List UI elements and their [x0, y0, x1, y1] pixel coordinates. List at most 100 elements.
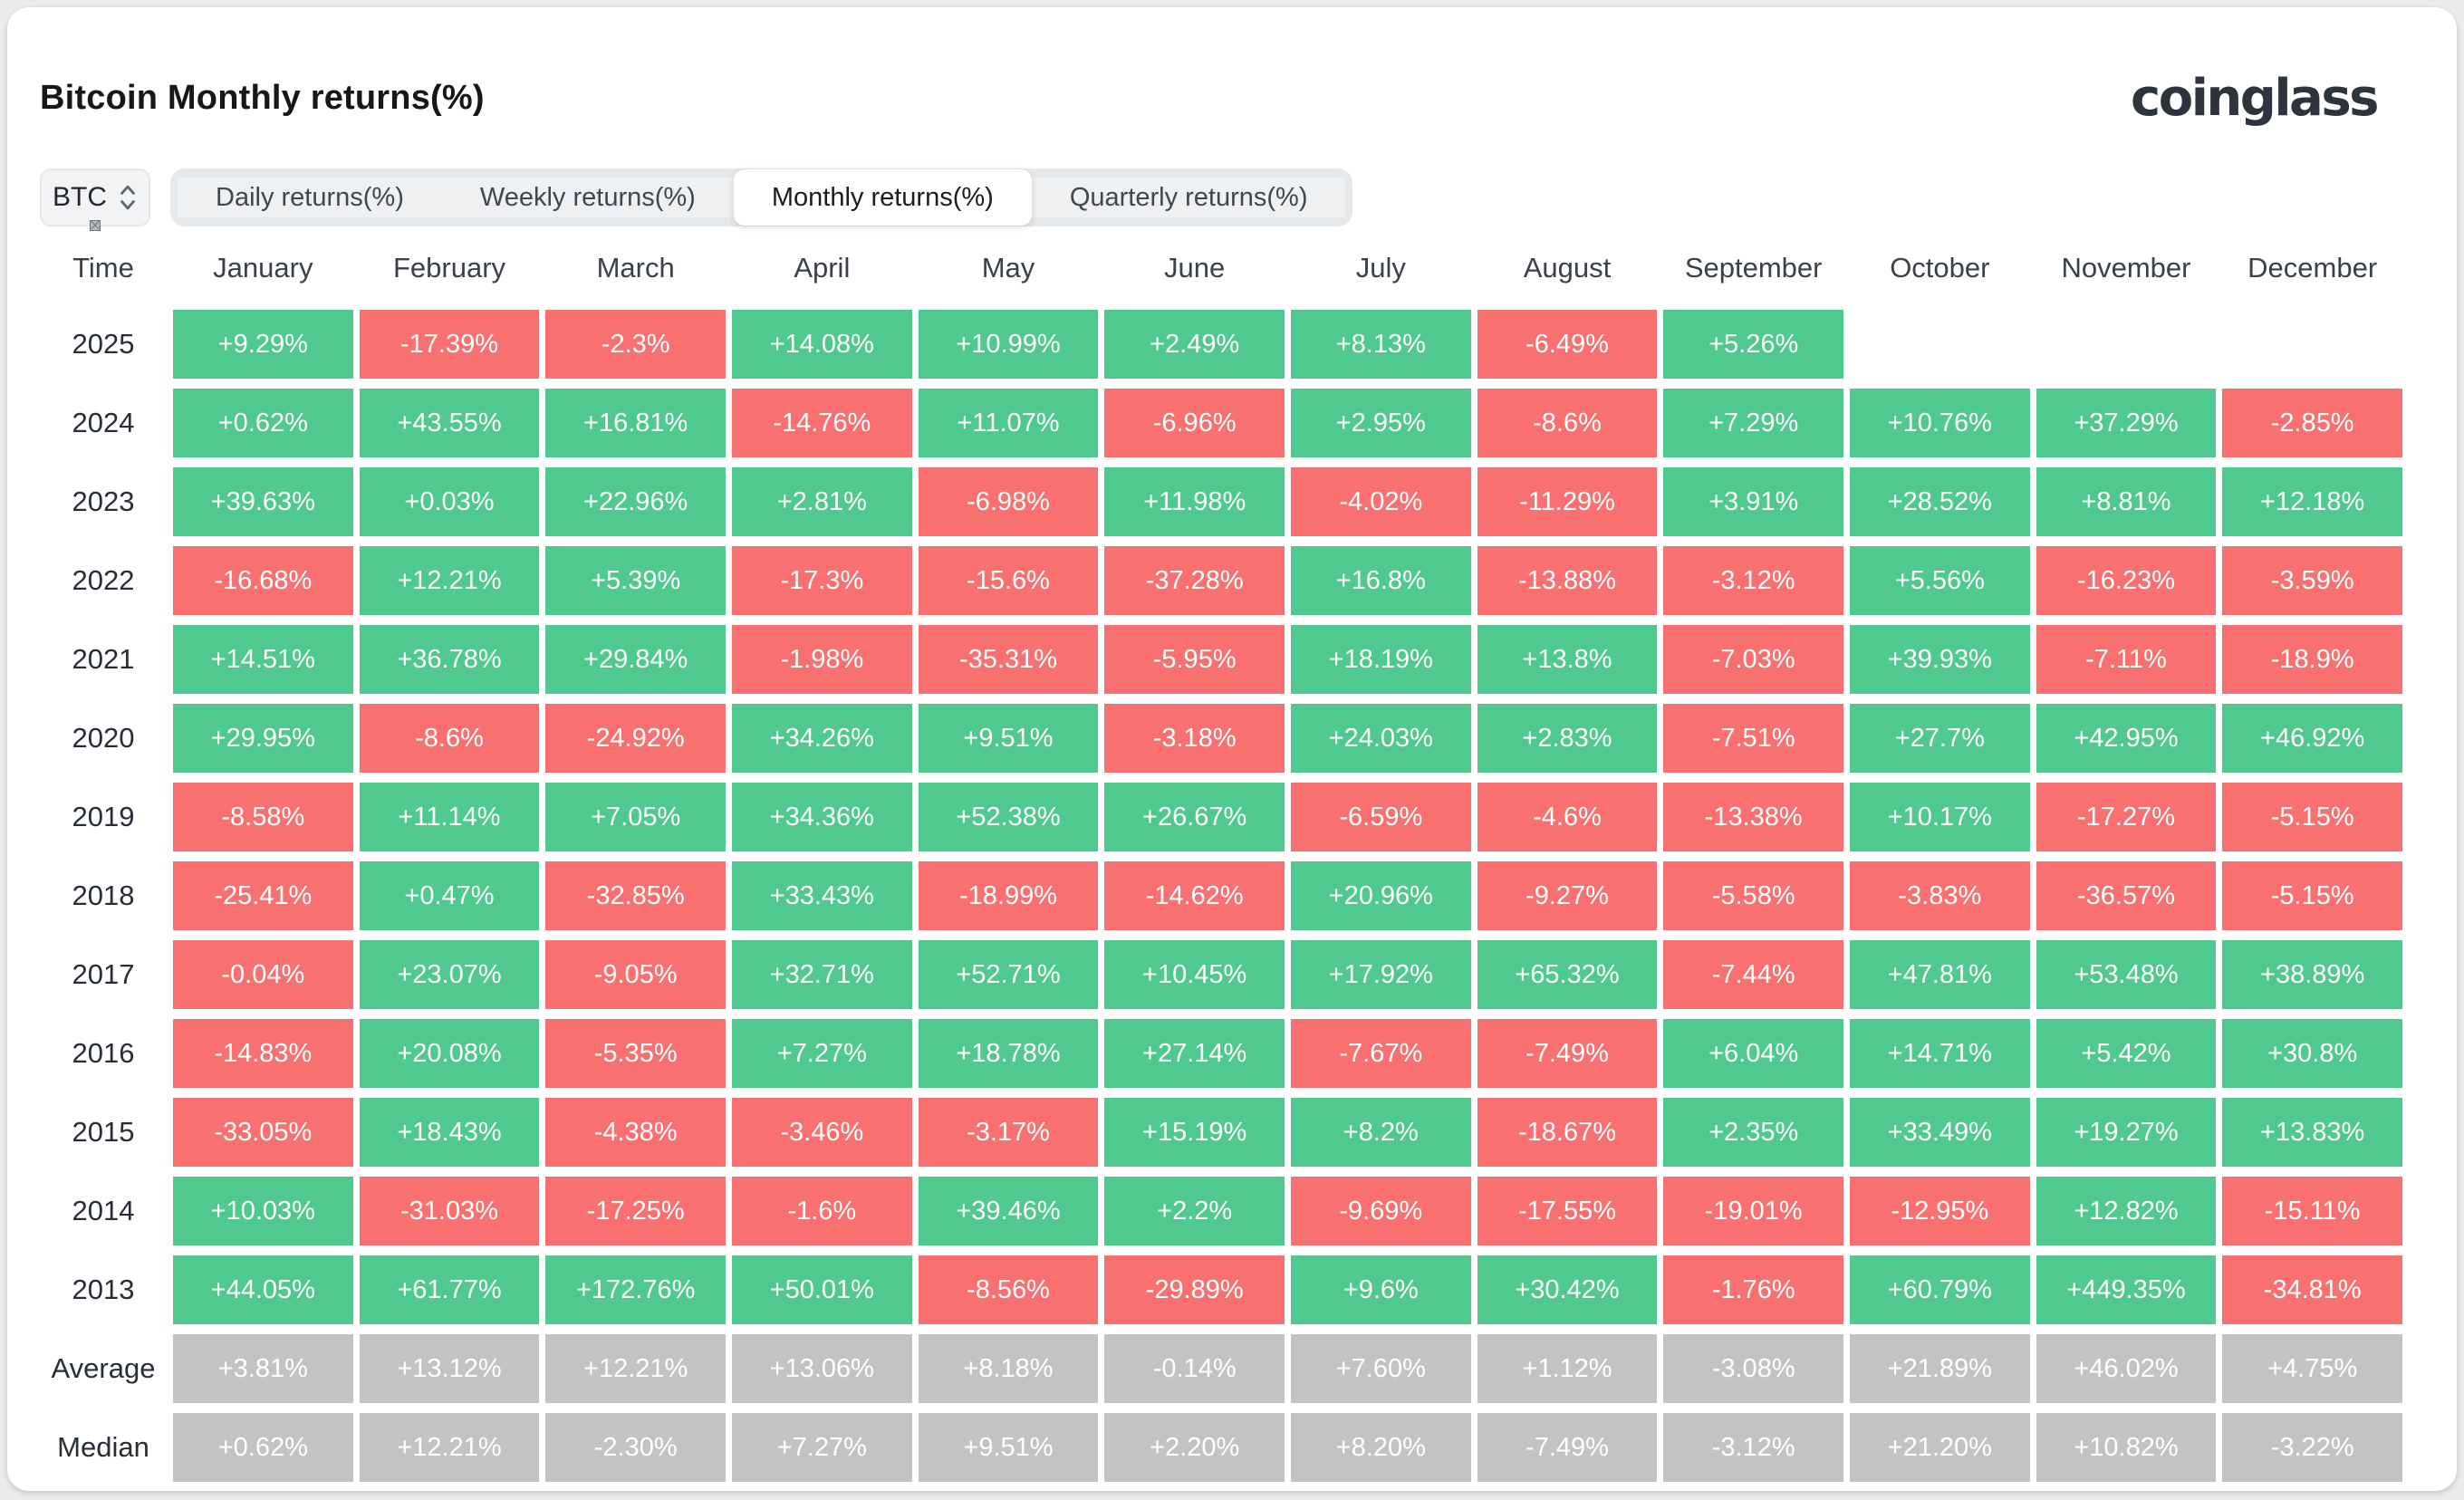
return-cell: -3.59% — [2222, 546, 2402, 615]
return-cell: -34.81% — [2222, 1255, 2402, 1324]
row-label: 2017 — [72, 958, 135, 990]
return-cell: +47.81% — [1850, 940, 2030, 1009]
return-cell: +18.43% — [359, 1098, 540, 1167]
return-cell: +9.29% — [173, 310, 353, 379]
return-cell: +0.62% — [173, 389, 353, 457]
table-row: 2025 +9.29% -17.39% -2.3% +14.08% +10.99% +2.4… — [40, 310, 2402, 379]
return-cell: -5.58% — [1663, 861, 1843, 930]
return-cell: +30.8% — [2222, 1019, 2402, 1088]
return-cell: +65.32% — [1477, 940, 1658, 1009]
row-label: Median — [57, 1431, 149, 1463]
return-cell: +9.6% — [1291, 1255, 1471, 1324]
return-cell: -14.76% — [732, 389, 912, 457]
return-cell: +0.62% — [173, 1413, 353, 1482]
return-cell: -1.98% — [732, 625, 912, 694]
return-cell: +39.93% — [1850, 625, 2030, 694]
return-cell — [2222, 310, 2402, 379]
return-cell: +60.79% — [1850, 1255, 2030, 1324]
table-row: 2014 +10.03% -31.03% -17.25% -1.6% +39.46% +2.… — [40, 1177, 2402, 1245]
symbol-select[interactable]: BTC — [40, 168, 150, 231]
tab-quarterly-returns[interactable]: Quarterly returns(%) — [1031, 178, 1346, 217]
return-cell: +16.81% — [545, 389, 726, 457]
coinglass-logo: coinglass — [2131, 68, 2379, 128]
month-column-header: April — [794, 252, 851, 284]
return-cell: +14.08% — [732, 310, 912, 379]
return-cell: -12.95% — [1850, 1177, 2030, 1245]
return-cell: +18.78% — [918, 1019, 1099, 1088]
return-cell: +12.82% — [2036, 1177, 2217, 1245]
month-column-header: May — [981, 252, 1035, 284]
return-cell: -8.6% — [1477, 389, 1658, 457]
return-cell: +6.04% — [1663, 1019, 1843, 1088]
return-cell: -24.92% — [545, 704, 726, 773]
return-cell: +39.63% — [173, 467, 353, 536]
month-column-header: July — [1355, 252, 1406, 284]
broken-image-icon — [90, 220, 101, 231]
return-cell: -8.56% — [918, 1255, 1099, 1324]
return-cell: -16.23% — [2036, 546, 2217, 615]
tab-monthly-returns[interactable]: Monthly returns(%) — [733, 169, 1032, 226]
row-label: 2016 — [72, 1037, 135, 1069]
return-cell: -14.83% — [173, 1019, 353, 1088]
return-cell: +0.47% — [359, 861, 540, 930]
return-cell: +12.18% — [2222, 467, 2402, 536]
table-row: 2021 +14.51% +36.78% +29.84% -1.98% -35.31% -5… — [40, 625, 2402, 694]
month-column-header: June — [1164, 252, 1226, 284]
row-label: 2013 — [72, 1274, 135, 1305]
table-header-row: Time January February March April May June July… — [40, 241, 2402, 295]
return-cell: +11.14% — [359, 783, 540, 851]
return-cell: -7.51% — [1663, 704, 1843, 773]
return-cell: +10.45% — [1104, 940, 1285, 1009]
return-cell: -3.18% — [1104, 704, 1285, 773]
return-cell: +50.01% — [732, 1255, 912, 1324]
row-label: 2025 — [72, 328, 135, 360]
tab-daily-returns[interactable]: Daily returns(%) — [178, 178, 442, 217]
row-label: 2024 — [72, 407, 135, 438]
return-cell: -7.44% — [1663, 940, 1843, 1009]
return-cell: +29.84% — [545, 625, 726, 694]
table-row: 2020 +29.95% -8.6% -24.92% +34.26% +9.51% -3.1… — [40, 704, 2402, 773]
return-cell: -17.3% — [732, 546, 912, 615]
return-cell: +10.82% — [2036, 1413, 2217, 1482]
return-cell: -3.17% — [918, 1098, 1099, 1167]
return-cell: -37.28% — [1104, 546, 1285, 615]
return-cell: +43.55% — [359, 389, 540, 457]
month-column-header: December — [2247, 252, 2378, 284]
return-cell: +5.56% — [1850, 546, 2030, 615]
return-cell: +44.05% — [173, 1255, 353, 1324]
return-cell: +2.95% — [1291, 389, 1471, 457]
return-cell: -5.15% — [2222, 783, 2402, 851]
return-cell: -7.03% — [1663, 625, 1843, 694]
tab-weekly-returns[interactable]: Weekly returns(%) — [441, 178, 734, 217]
return-cell: -5.35% — [545, 1019, 726, 1088]
return-cell: -18.99% — [918, 861, 1099, 930]
return-cell: -17.27% — [2036, 783, 2217, 851]
return-cell: +7.27% — [732, 1413, 912, 1482]
return-cell: +46.02% — [2036, 1334, 2217, 1403]
return-cell: +3.91% — [1663, 467, 1843, 536]
return-cell: -17.39% — [359, 310, 540, 379]
return-cell: +449.35% — [2036, 1255, 2217, 1324]
return-cell: +34.36% — [732, 783, 912, 851]
return-cell: +22.96% — [545, 467, 726, 536]
return-cell: +21.20% — [1850, 1413, 2030, 1482]
return-cell: +33.49% — [1850, 1098, 2030, 1167]
return-cell: +17.92% — [1291, 940, 1471, 1009]
return-cell: -4.6% — [1477, 783, 1658, 851]
row-label: 2021 — [72, 643, 135, 675]
return-cell: +7.27% — [732, 1019, 912, 1088]
row-label: 2023 — [72, 486, 135, 517]
return-cell: +15.19% — [1104, 1098, 1285, 1167]
return-cell: +2.49% — [1104, 310, 1285, 379]
return-cell: +13.12% — [359, 1334, 540, 1403]
table-row: Median +0.62% +12.21% -2.30% +7.27% +9.51% +2.… — [40, 1413, 2402, 1482]
return-cell: +12.21% — [359, 1413, 540, 1482]
return-cell: +8.2% — [1291, 1098, 1471, 1167]
return-cell: +12.21% — [359, 546, 540, 615]
return-cell: -0.14% — [1104, 1334, 1285, 1403]
table-row: 2016 -14.83% +20.08% -5.35% +7.27% +18.78% +27… — [40, 1019, 2402, 1088]
return-cell: +13.83% — [2222, 1098, 2402, 1167]
return-cell: +8.81% — [2036, 467, 2217, 536]
return-cell: +12.21% — [545, 1334, 726, 1403]
table-row: 2022 -16.68% +12.21% +5.39% -17.3% -15.6% -37.… — [40, 546, 2402, 615]
